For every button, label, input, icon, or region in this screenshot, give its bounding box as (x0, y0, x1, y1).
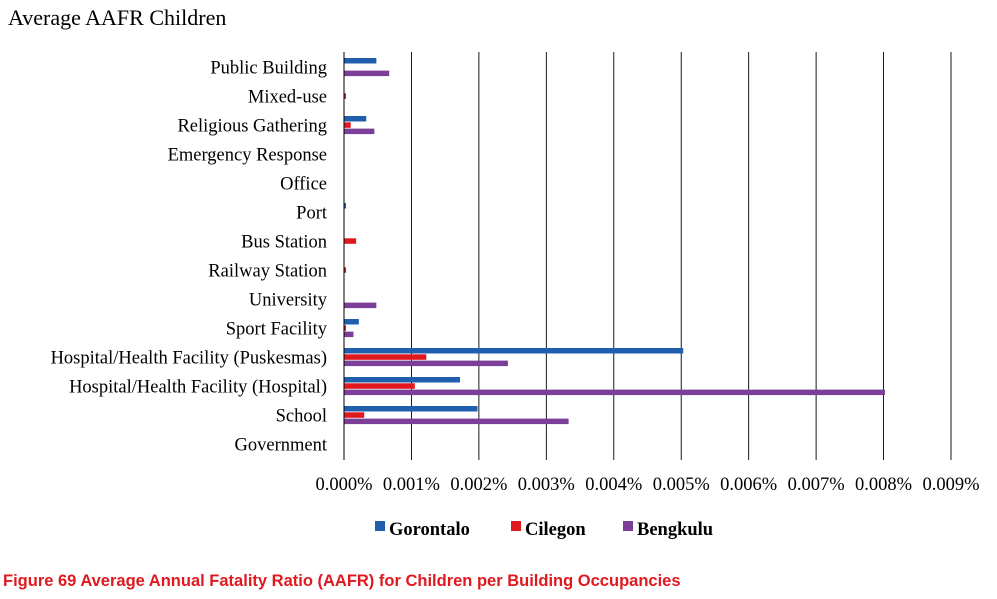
x-tick-label: 0.003% (518, 475, 575, 495)
x-tick-label: 0.001% (383, 475, 440, 495)
bar-bengkulu (344, 418, 569, 425)
legend-swatch (623, 521, 633, 531)
x-tick-label: 0.009% (922, 475, 979, 495)
legend-label: Bengkulu (637, 520, 713, 540)
bar-cilegon (344, 238, 357, 244)
x-tick-label: 0.008% (855, 475, 912, 495)
bar-layer (344, 58, 885, 425)
x-tick-labels: 0.000% 0.001% 0.002% 0.003% 0.004% 0.005% 0.00… (315, 475, 979, 495)
bar-gorontalo (344, 58, 377, 64)
bar-cilegon (344, 354, 427, 360)
category-label: Sport Facility (226, 320, 328, 340)
x-tick-label: 0.004% (585, 475, 642, 495)
category-label: Emergency Response (168, 146, 327, 166)
legend-swatch (511, 521, 521, 531)
bar-gorontalo (344, 116, 367, 122)
x-tick-label: 0.000% (315, 475, 372, 495)
bar-bengkulu (344, 331, 354, 338)
category-label: Mixed-use (248, 88, 327, 108)
bar-gorontalo (344, 319, 359, 325)
category-label: Religious Gathering (177, 117, 327, 137)
category-label: Government (235, 436, 328, 456)
bar-cilegon (344, 93, 347, 99)
category-label: University (249, 291, 328, 311)
legend-swatch (375, 521, 385, 531)
bar-cilegon (344, 383, 415, 389)
bar-cilegon (344, 325, 347, 331)
bar-bengkulu (344, 360, 508, 367)
category-label: Hospital/Health Facility (Hospital) (69, 378, 327, 398)
x-tick-label: 0.002% (450, 475, 507, 495)
legend-label: Gorontalo (389, 520, 470, 540)
category-label: School (276, 407, 327, 427)
category-labels: Public Building Mixed-use Religious Gather… (51, 59, 328, 456)
bar-bengkulu (344, 302, 377, 309)
category-label: Office (280, 175, 327, 195)
bar-bengkulu (344, 70, 390, 77)
bar-gorontalo (344, 348, 684, 354)
chart-title: Average AAFR Children (8, 5, 226, 30)
category-label: Bus Station (241, 233, 327, 253)
x-tick-label: 0.005% (653, 475, 710, 495)
legend-label: Cilegon (525, 520, 586, 540)
category-label: Public Building (210, 59, 327, 79)
bar-gorontalo (344, 377, 461, 383)
bar-bengkulu (344, 389, 885, 396)
x-tick-label: 0.006% (720, 475, 777, 495)
category-label: Hospital/Health Facility (Puskesmas) (51, 349, 327, 369)
category-label: Railway Station (208, 262, 327, 282)
chart: Average AAFR Children Public Building Mix… (8, 5, 980, 540)
category-label: Port (296, 204, 328, 224)
bar-gorontalo (344, 406, 478, 412)
gridlines (410, 52, 952, 460)
bar-cilegon (344, 412, 365, 418)
bar-cilegon (344, 267, 347, 273)
legend: Gorontalo Cilegon Bengkulu (375, 520, 713, 540)
x-tick-label: 0.007% (788, 475, 845, 495)
figure-caption: Figure 69 Average Annual Fatality Ratio … (3, 572, 681, 590)
bar-cilegon (344, 122, 351, 128)
bar-gorontalo (344, 203, 347, 209)
bar-bengkulu (344, 128, 375, 135)
